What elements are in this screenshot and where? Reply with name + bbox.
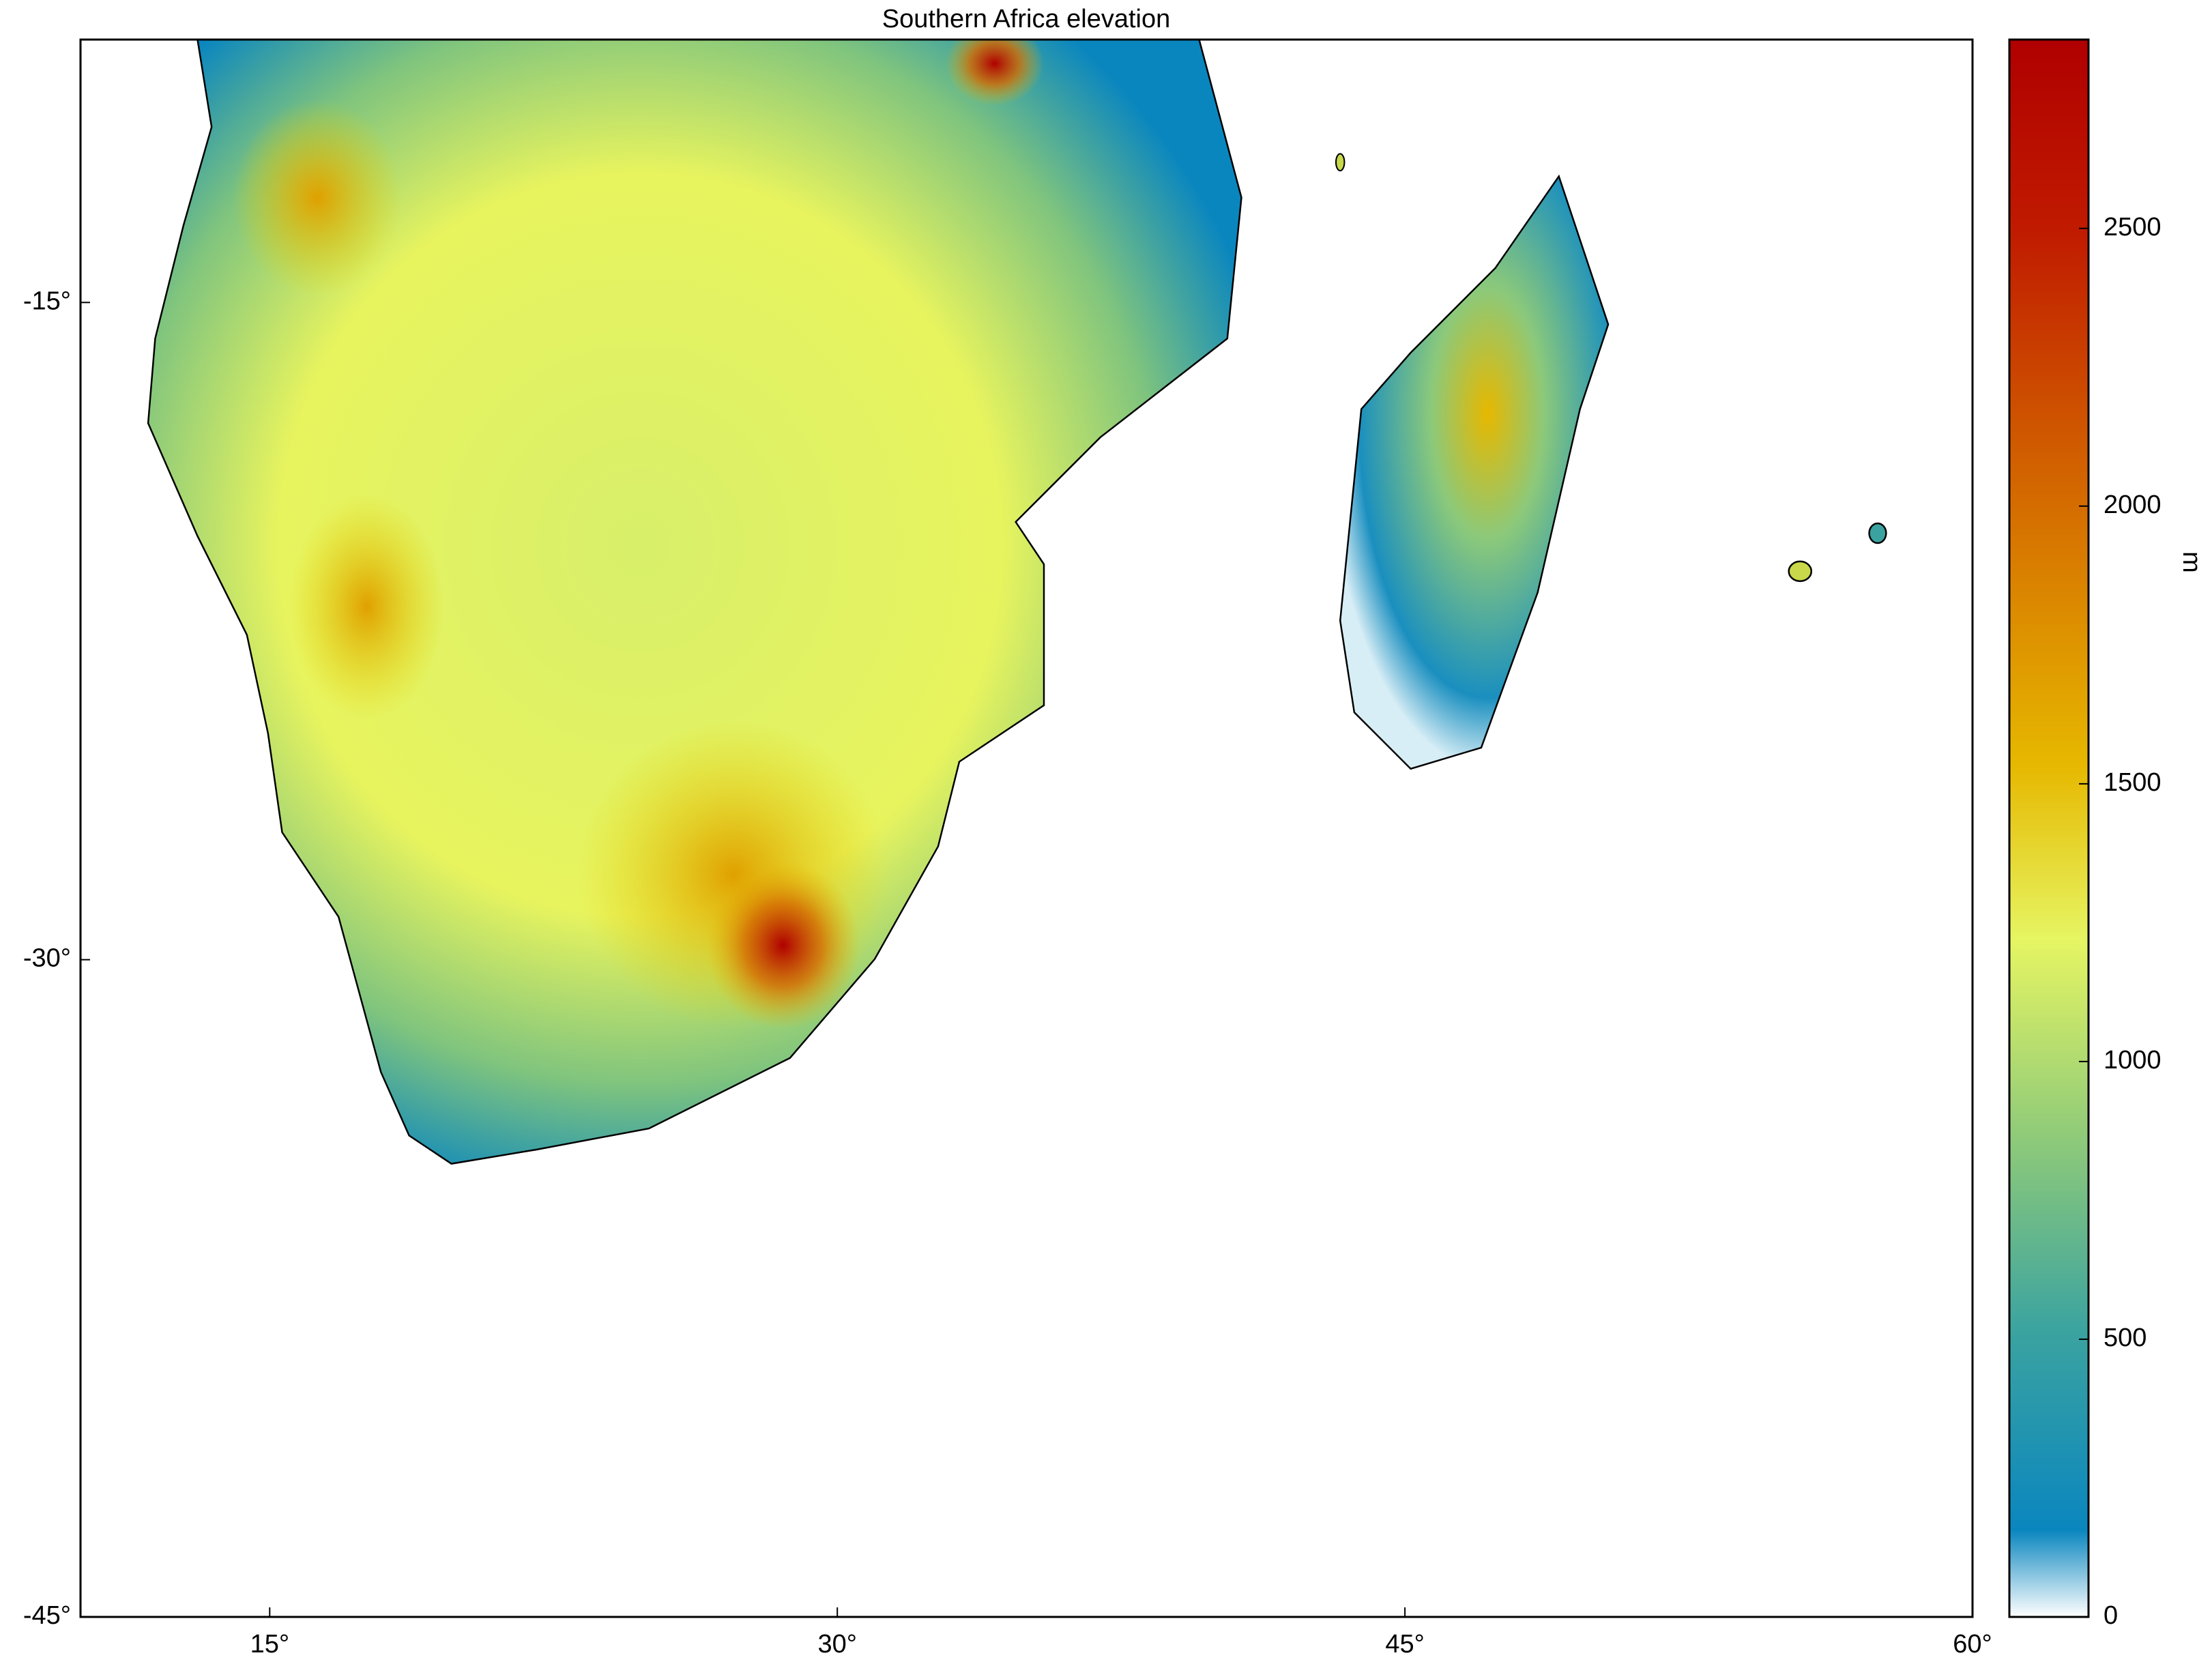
island [1788,560,1813,583]
colorbar-label: m [2177,551,2206,573]
y-tick-label: -45° [23,1601,71,1630]
africa-land [147,40,1242,1165]
map [147,40,1887,1165]
highland [233,98,403,297]
plot-frame [79,38,1974,1618]
colorbar [2008,38,2090,1618]
x-tick-label: 30° [817,1630,856,1659]
colorbar-tick-label: 1500 [2104,768,2162,797]
colorbar-tick-label: 2500 [2104,213,2162,242]
madagascar-land [1339,174,1610,770]
chart-title: Southern Africa elevation [882,5,1171,33]
colorbar-tick-label: 1000 [2104,1046,2162,1075]
colorbar-tick-label: 0 [2104,1601,2118,1630]
highland [945,40,1045,106]
x-tick-label: 15° [250,1630,289,1659]
island [1868,522,1887,544]
y-tick-label: -30° [23,944,71,973]
y-tick-label: -15° [23,287,71,315]
island [1335,153,1345,172]
highland [705,860,861,1030]
colorbar-tick-label: 500 [2104,1324,2146,1352]
x-tick-label: 60° [1953,1630,1992,1659]
colorbar-tick-label: 2000 [2104,491,2162,519]
x-tick-label: 45° [1385,1630,1424,1659]
highland [289,493,445,720]
